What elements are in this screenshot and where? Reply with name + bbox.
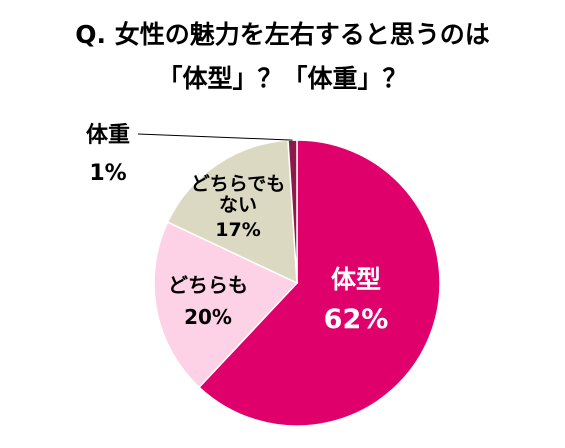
chart-title-line-2: 「体型」？「体重」？ — [157, 64, 408, 93]
pie-slice-both — [153, 221, 299, 389]
slice-label-both: どちらも — [168, 273, 248, 297]
slice-label-neither-line-2: ない — [219, 194, 257, 216]
chart-title-line-1: Q. 女性の魅力を左右すると思うのは — [75, 20, 490, 49]
leader-line-body-weight — [137, 133, 293, 141]
pie-slice-body-shape — [198, 139, 441, 427]
pie-slices — [153, 139, 441, 427]
slice-value-both: 20% — [184, 305, 232, 329]
slice-label-body-shape: 体型 — [331, 265, 381, 294]
slice-value-body-weight: 1% — [89, 161, 126, 186]
slice-value-body-shape: 62% — [324, 304, 389, 335]
slice-label-neither-line-1: どちらでも — [191, 173, 285, 195]
slice-value-neither: 17% — [215, 219, 260, 241]
pie-slice-neither — [166, 139, 298, 285]
slice-label-body-weight: 体重 — [86, 123, 130, 148]
